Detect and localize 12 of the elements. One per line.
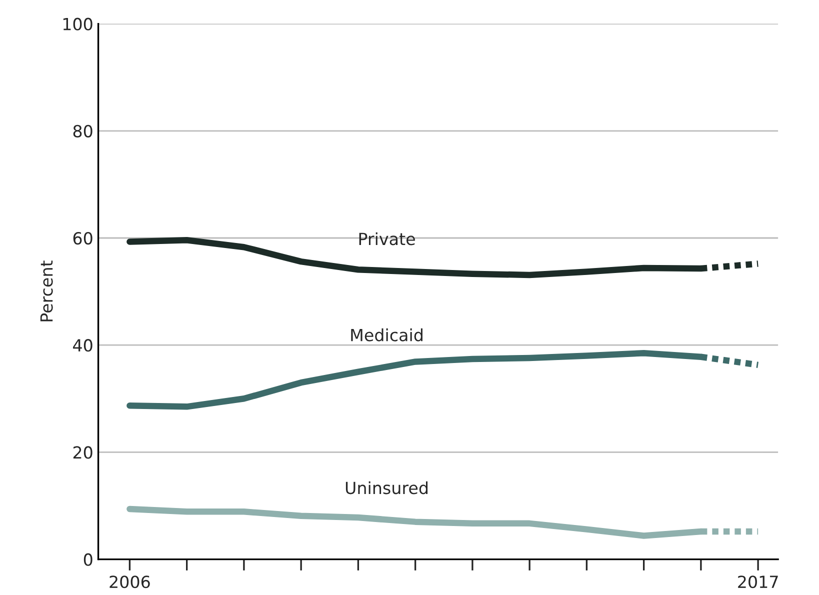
y-tick-label: 100 xyxy=(63,18,92,30)
series-label: Private xyxy=(359,232,415,246)
y-tick-label: 60 xyxy=(73,232,92,245)
y-axis-title: Percent xyxy=(40,260,53,322)
y-tick-label: 80 xyxy=(73,124,92,138)
y-tick-label: 40 xyxy=(73,339,92,352)
x-tick-label: 2017 xyxy=(738,576,778,588)
series-label: Medicaid xyxy=(351,328,422,342)
y-tick-label: 20 xyxy=(73,446,92,459)
x-tick-label: 2006 xyxy=(110,576,150,588)
series-label: Uninsured xyxy=(346,481,428,494)
y-tick-label: 0 xyxy=(84,553,92,566)
